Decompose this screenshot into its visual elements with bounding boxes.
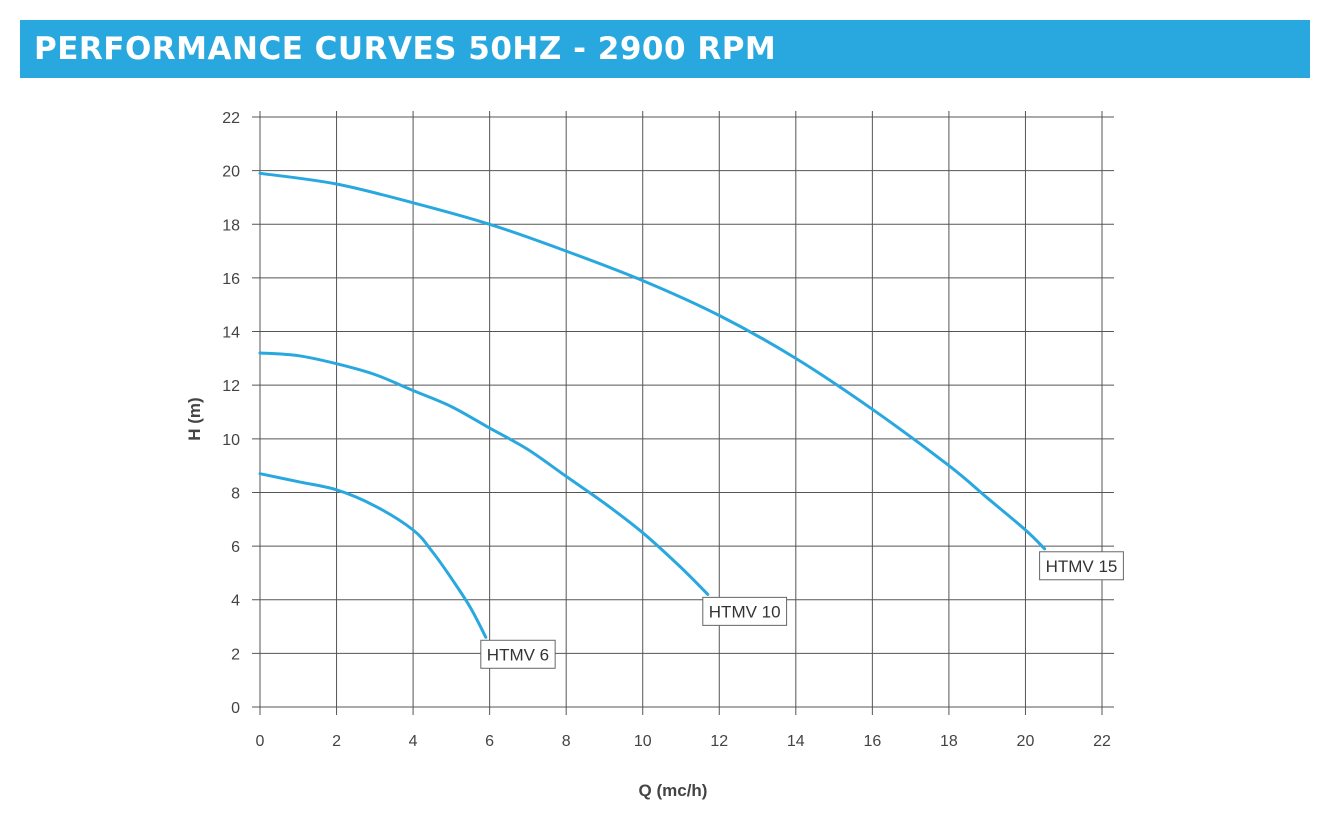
curve-label-box xyxy=(702,596,788,626)
curve-labels: HTMV 6 HTMV 10 HTMV 15 xyxy=(480,551,1124,669)
y-tick-label: 0 xyxy=(231,700,240,717)
x-tick-label: 12 xyxy=(710,733,728,750)
y-axis-title: H (m) xyxy=(185,397,204,440)
x-tick-label: 10 xyxy=(634,733,652,750)
y-tick-labels: 0 2 4 6 8 10 12 14 16 18 20 22 xyxy=(222,110,240,717)
y-tick-label: 16 xyxy=(222,271,240,288)
curve-label-htmv-10: HTMV 10 xyxy=(702,596,788,626)
curve-label-htmv-6: HTMV 6 xyxy=(480,639,556,669)
y-tick-label: 10 xyxy=(222,432,240,449)
y-tick-label: 2 xyxy=(231,646,240,663)
curve-label-htmv-15: HTMV 15 xyxy=(1039,551,1124,581)
curve-label-text: HTMV 10 xyxy=(709,602,781,621)
x-tick-label: 6 xyxy=(485,733,494,750)
x-tick-label: 0 xyxy=(256,733,265,750)
y-tick-label: 22 xyxy=(222,110,240,127)
y-tick-label: 8 xyxy=(231,485,240,502)
x-tick-label: 8 xyxy=(562,733,571,750)
chart-grid xyxy=(252,111,1114,715)
x-tick-label: 20 xyxy=(1017,733,1035,750)
series-line-htmv-6 xyxy=(258,472,488,639)
y-tick-label: 18 xyxy=(222,217,240,234)
y-tick-label: 20 xyxy=(222,164,240,181)
curve-label-box xyxy=(480,639,556,669)
x-tick-label: 4 xyxy=(409,733,418,750)
y-tick-label: 14 xyxy=(222,325,240,342)
x-tick-label: 18 xyxy=(940,733,958,750)
x-tick-labels: 0 2 4 6 8 10 12 14 16 18 20 22 xyxy=(256,733,1111,750)
series-line-htmv-10 xyxy=(258,351,710,596)
x-tick-label: 16 xyxy=(863,733,881,750)
curve-label-text: HTMV 6 xyxy=(487,645,549,664)
curve-label-box xyxy=(1039,551,1124,581)
chart-title-banner: PERFORMANCE CURVES 50HZ - 2900 RPM xyxy=(20,20,1310,78)
y-tick-label: 4 xyxy=(231,593,240,610)
curve-label-text: HTMV 15 xyxy=(1046,557,1118,576)
x-tick-label: 14 xyxy=(787,733,805,750)
x-tick-label: 2 xyxy=(332,733,341,750)
y-tick-label: 6 xyxy=(231,539,240,556)
x-tick-label: 22 xyxy=(1093,733,1111,750)
x-axis-title: Q (mc/h) xyxy=(639,781,708,800)
chart-curves xyxy=(258,171,1047,639)
y-tick-label: 12 xyxy=(222,378,240,395)
series-line-htmv-15 xyxy=(258,171,1047,551)
